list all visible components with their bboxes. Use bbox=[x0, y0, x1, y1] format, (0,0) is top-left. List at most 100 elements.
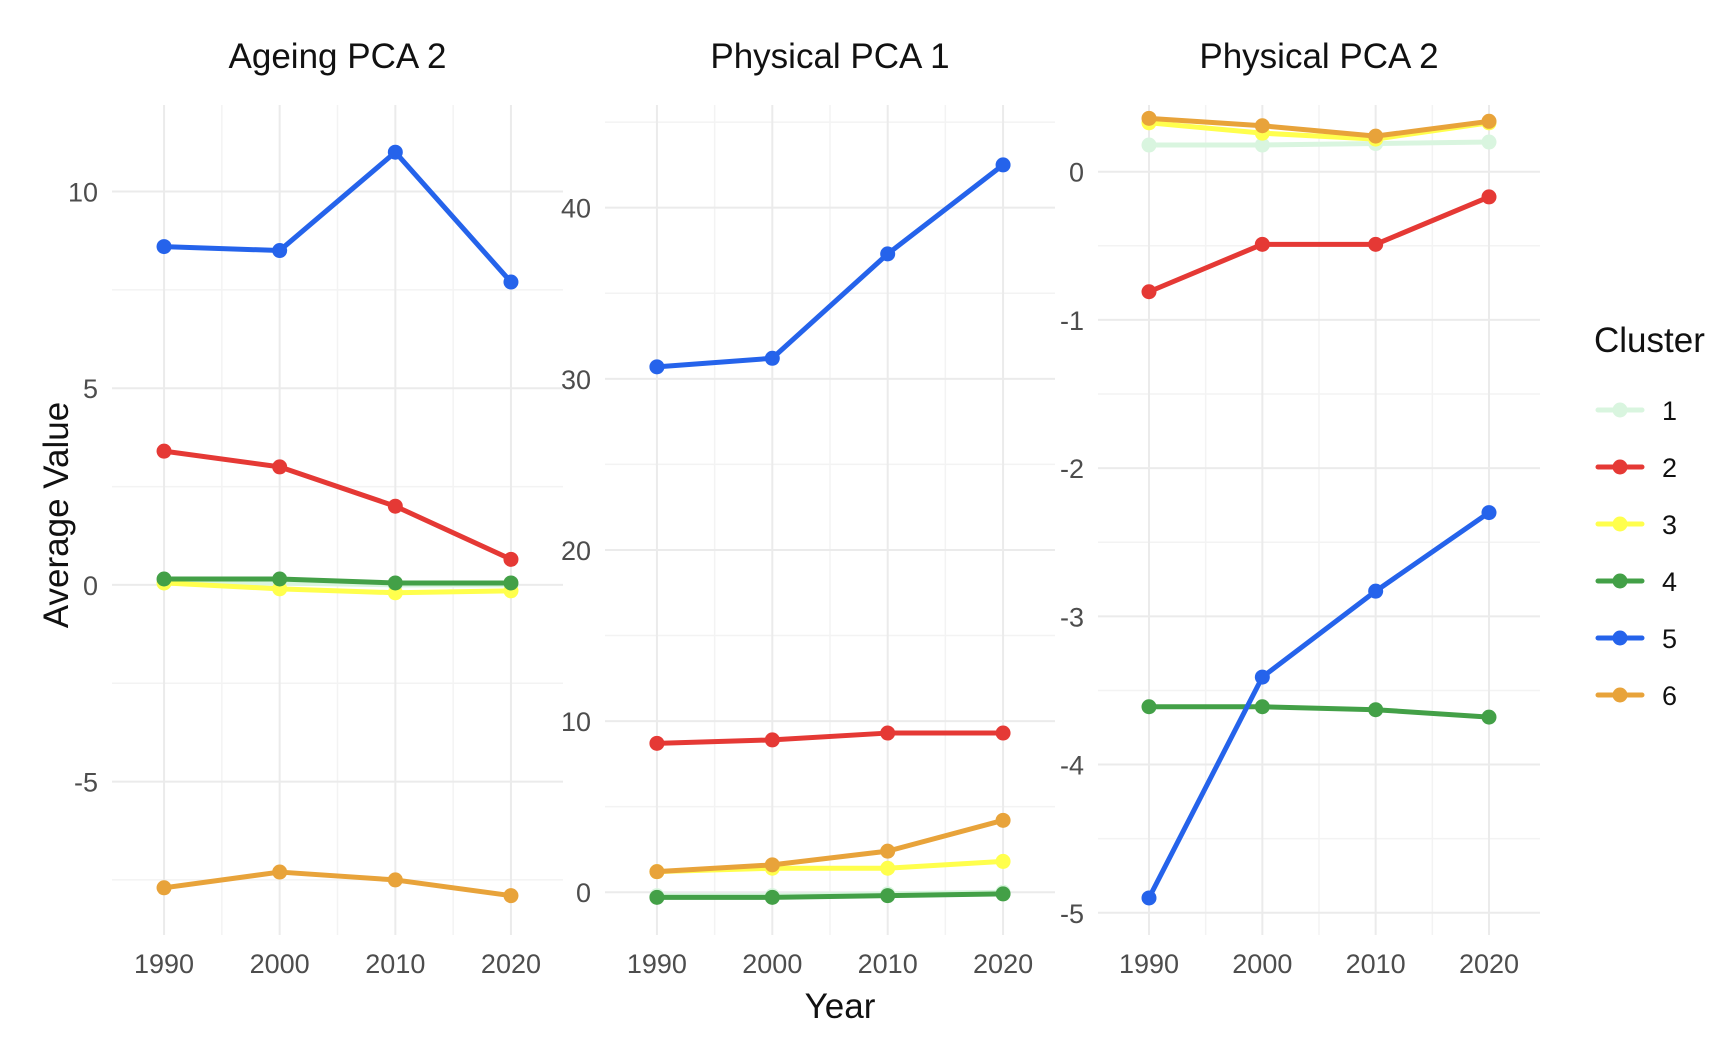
data-point-cluster-4 bbox=[764, 889, 780, 905]
x-tick-label: 2000 bbox=[250, 949, 310, 979]
data-point-cluster-2 bbox=[387, 498, 403, 514]
data-point-cluster-5 bbox=[1481, 505, 1497, 521]
legend-key-point bbox=[1612, 459, 1628, 475]
data-point-cluster-4 bbox=[272, 571, 288, 587]
series-line-cluster-6 bbox=[1146, 115, 1492, 139]
data-point-cluster-5 bbox=[272, 243, 288, 259]
panel-title: Physical PCA 1 bbox=[710, 37, 949, 76]
series-line-cluster-3 bbox=[161, 580, 514, 596]
data-point-cluster-4 bbox=[649, 889, 665, 905]
data-point-cluster-4 bbox=[503, 575, 519, 591]
y-tick-label: -5 bbox=[74, 768, 98, 798]
series-line-cluster-4 bbox=[161, 576, 514, 586]
data-point-cluster-6 bbox=[880, 843, 896, 859]
legend-label: 4 bbox=[1662, 567, 1677, 597]
panel-title: Ageing PCA 2 bbox=[229, 37, 447, 76]
y-tick-label: -3 bbox=[1060, 602, 1084, 632]
x-tick-label: 2020 bbox=[1459, 949, 1519, 979]
legend-key-point bbox=[1612, 402, 1628, 418]
legend-key-point bbox=[1612, 516, 1628, 532]
y-tick-label: -5 bbox=[1060, 899, 1084, 929]
legend-label: 6 bbox=[1662, 681, 1677, 711]
data-point-cluster-6 bbox=[272, 864, 288, 880]
data-point-cluster-2 bbox=[1254, 236, 1270, 252]
panel-title: Physical PCA 2 bbox=[1199, 37, 1438, 76]
y-tick-label: 5 bbox=[83, 374, 98, 404]
x-tick-label: 1990 bbox=[134, 949, 194, 979]
x-tick-label: 2010 bbox=[365, 949, 425, 979]
x-axis-title: Year bbox=[805, 987, 876, 1026]
legend-label: 3 bbox=[1662, 510, 1677, 540]
y-tick-label: 0 bbox=[1069, 158, 1084, 188]
data-point-cluster-6 bbox=[995, 812, 1011, 828]
data-point-cluster-2 bbox=[649, 735, 665, 751]
data-point-cluster-2 bbox=[1481, 189, 1497, 205]
data-point-cluster-5 bbox=[764, 350, 780, 366]
legend-item-3: 3 bbox=[1595, 510, 1677, 540]
data-point-cluster-4 bbox=[387, 575, 403, 591]
data-point-cluster-6 bbox=[156, 880, 172, 896]
data-point-cluster-4 bbox=[1368, 702, 1384, 718]
data-point-cluster-1 bbox=[1141, 137, 1157, 153]
data-point-cluster-2 bbox=[503, 551, 519, 567]
legend-label: 5 bbox=[1662, 624, 1677, 654]
x-tick-label: 2000 bbox=[742, 949, 802, 979]
data-point-cluster-1 bbox=[1481, 134, 1497, 150]
data-point-cluster-5 bbox=[1141, 890, 1157, 906]
y-tick-label: 0 bbox=[576, 878, 591, 908]
data-point-cluster-5 bbox=[503, 274, 519, 290]
x-tick-label: 2010 bbox=[858, 949, 918, 979]
legend-key-point bbox=[1612, 573, 1628, 589]
data-point-cluster-2 bbox=[272, 459, 288, 475]
data-point-cluster-6 bbox=[1481, 113, 1497, 129]
series-line-cluster-6 bbox=[654, 817, 1006, 875]
data-point-cluster-6 bbox=[649, 864, 665, 880]
legend-item-5: 5 bbox=[1595, 624, 1677, 654]
data-point-cluster-3 bbox=[880, 860, 896, 876]
x-tick-label: 2020 bbox=[481, 949, 541, 979]
y-axis-title: Average Value bbox=[37, 402, 76, 628]
data-point-cluster-4 bbox=[156, 571, 172, 587]
series-line-cluster-4 bbox=[1146, 704, 1492, 720]
data-point-cluster-6 bbox=[1368, 128, 1384, 144]
legend-title: Cluster bbox=[1594, 321, 1705, 360]
data-point-cluster-5 bbox=[156, 239, 172, 255]
series-line-cluster-5 bbox=[654, 162, 1006, 370]
series-line-cluster-1 bbox=[1146, 139, 1492, 148]
x-tick-label: 2000 bbox=[1232, 949, 1292, 979]
legend-item-6: 6 bbox=[1595, 681, 1677, 711]
series-line-cluster-2 bbox=[654, 730, 1006, 746]
data-point-cluster-5 bbox=[649, 359, 665, 375]
x-tick-label: 2010 bbox=[1346, 949, 1406, 979]
data-point-cluster-2 bbox=[995, 725, 1011, 741]
data-point-cluster-6 bbox=[387, 872, 403, 888]
data-point-cluster-4 bbox=[880, 888, 896, 904]
panel-2: Physical PCA 1 0 10 20 30 40 1990 2000 2010 2020 bbox=[561, 37, 1055, 979]
legend-label: 1 bbox=[1662, 396, 1677, 426]
legend: Cluster 1 2 3 4 5 6 bbox=[1594, 321, 1705, 711]
x-tick-label: 1990 bbox=[1119, 949, 1179, 979]
data-point-cluster-4 bbox=[1254, 699, 1270, 715]
data-point-cluster-2 bbox=[156, 443, 172, 459]
y-tick-label: -4 bbox=[1060, 751, 1084, 781]
series-line-cluster-4 bbox=[654, 891, 1006, 900]
data-point-cluster-5 bbox=[387, 144, 403, 160]
data-point-cluster-6 bbox=[1141, 110, 1157, 126]
data-point-cluster-1 bbox=[1254, 137, 1270, 153]
x-tick-label: 1990 bbox=[627, 949, 687, 979]
legend-key-point bbox=[1612, 630, 1628, 646]
x-tick-label: 2020 bbox=[973, 949, 1033, 979]
data-point-cluster-2 bbox=[1368, 236, 1384, 252]
data-point-cluster-5 bbox=[880, 246, 896, 262]
data-point-cluster-6 bbox=[503, 888, 519, 904]
data-point-cluster-4 bbox=[1481, 709, 1497, 725]
data-point-cluster-4 bbox=[1141, 699, 1157, 715]
legend-item-2: 2 bbox=[1595, 453, 1677, 483]
panel-1: Ageing PCA 2 -5 0 5 10 1990 2000 2010 2020 bbox=[68, 37, 563, 979]
panel-3: Physical PCA 2 -5 -4 -3 -2 -1 0 1990 2000 2010 202… bbox=[1060, 37, 1540, 979]
data-point-cluster-6 bbox=[1254, 118, 1270, 134]
data-point-cluster-6 bbox=[764, 857, 780, 873]
y-tick-label: -2 bbox=[1060, 454, 1084, 484]
y-tick-label: 40 bbox=[561, 194, 591, 224]
